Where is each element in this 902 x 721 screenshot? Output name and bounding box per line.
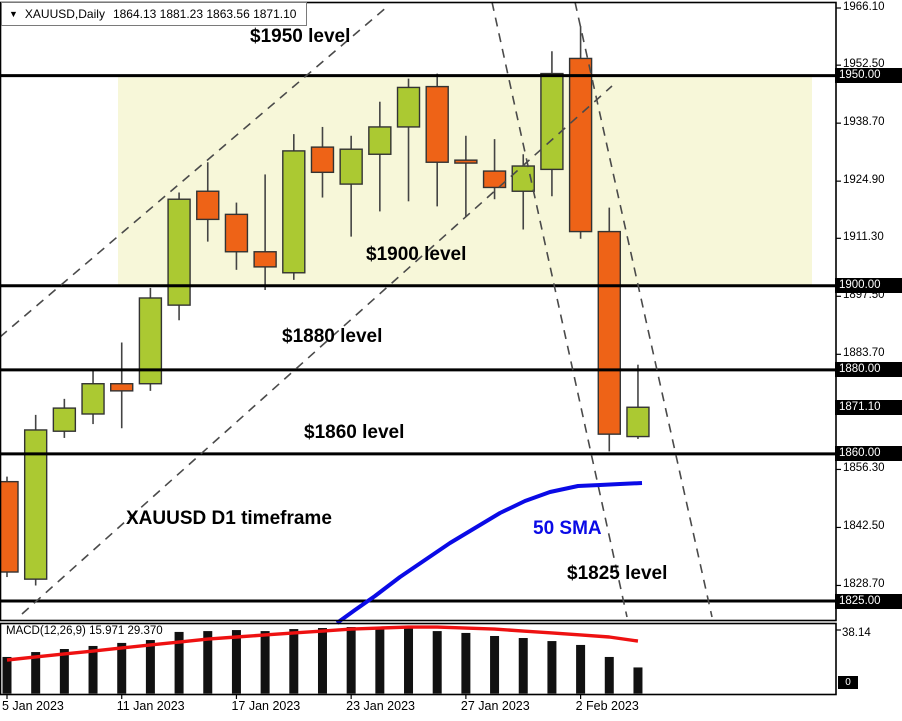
macd-histogram-bar: [317, 628, 327, 694]
price-tick-label: 1883.70: [843, 347, 885, 360]
candlestick-bull: [368, 126, 392, 155]
current-price-box: 1871.10: [835, 399, 902, 415]
annotation-label-timeframe: XAUUSD D1 timeframe: [126, 508, 332, 529]
ascending-channel-upper: [0, 5, 389, 338]
macd-indicator-label: MACD(12,26,9) 15.971 29.370: [6, 625, 163, 637]
macd-histogram-bar: [576, 644, 586, 694]
candlestick-bear: [0, 480, 19, 573]
annotation-label-1950: $1950 level: [250, 26, 351, 47]
date-label: 17 Jan 2023: [231, 699, 301, 713]
candlestick-bear: [110, 383, 134, 392]
macd-histogram-bar: [604, 656, 614, 694]
ohlc-values-label: 1864.13 1881.23 1863.56 1871.10: [112, 7, 297, 21]
macd-axis-current-box: 0: [838, 676, 858, 689]
annotation-label-50sma: 50 SMA: [533, 518, 602, 539]
candlestick-bull: [282, 150, 306, 274]
date-label: 27 Jan 2023: [460, 699, 530, 713]
macd-plot-border: [0, 622, 837, 696]
price-level-box-1950: 1950.00: [835, 68, 902, 84]
candlestick-bear: [597, 230, 621, 435]
macd-histogram-bar: [174, 631, 184, 694]
price-level-box-1900: 1900.00: [835, 278, 902, 294]
price-level-box-1880: 1880.00: [835, 362, 902, 378]
annotation-label-1825: $1825 level: [567, 563, 668, 584]
symbol-period-label: XAUUSD,Daily: [24, 7, 105, 21]
ascending-channel-lower: [21, 85, 613, 615]
date-label: 23 Jan 2023: [346, 699, 415, 713]
candlestick-bull: [167, 198, 191, 306]
candlestick-bear: [196, 190, 220, 221]
price-tick-label: 1966.10: [843, 1, 885, 13]
macd-histogram-bar: [31, 652, 41, 694]
price-tick-label: 1938.70: [843, 116, 885, 129]
annotation-label-1860: $1860 level: [304, 422, 405, 443]
candlestick-bull: [52, 407, 77, 432]
macd-histogram-bar: [2, 656, 12, 694]
price-tick-label: 1856.30: [843, 462, 885, 475]
macd-histogram-bar: [490, 635, 500, 694]
price-tick-label: 1828.70: [843, 578, 885, 591]
candlestick-bull: [339, 148, 363, 185]
price-tick-label: 1924.90: [843, 174, 885, 187]
price-tick-label: 1842.50: [843, 520, 885, 533]
annotation-label-1880: $1880 level: [282, 326, 383, 347]
candlestick-bear: [482, 170, 507, 189]
macd-histogram-bar: [260, 631, 270, 694]
macd-histogram-bar: [346, 627, 356, 694]
macd-histogram-bar: [145, 640, 155, 694]
macd-axis-max-label: 38.14: [842, 627, 871, 639]
descending-line-left: [491, 1, 628, 618]
candlestick-bear: [454, 159, 478, 164]
price-tick-label: 1911.30: [843, 231, 884, 244]
date-label: 5 Jan 2023: [2, 699, 64, 713]
candlestick-bear: [425, 85, 449, 163]
macd-histogram-bar: [633, 667, 643, 694]
candlestick-bull: [81, 383, 105, 415]
candlestick-bull: [23, 429, 48, 580]
macd-histogram-bar: [88, 645, 98, 694]
macd-histogram-bar: [203, 631, 213, 694]
macd-histogram-bar: [432, 631, 442, 694]
macd-histogram-bar: [518, 638, 528, 694]
candlestick-bear: [224, 213, 249, 253]
macd-histogram-bar: [461, 632, 471, 694]
price-level-box-1825: 1825.00: [835, 593, 902, 609]
macd-histogram-bar: [547, 641, 557, 694]
macd-histogram-bar: [404, 626, 414, 694]
macd-histogram-bar: [59, 649, 69, 694]
macd-histogram-bar: [375, 628, 385, 694]
date-label: 2 Feb 2023: [575, 699, 639, 713]
price-tick-label: 1952.50: [843, 58, 885, 71]
candlestick-bull: [138, 297, 163, 385]
candlestick-bull: [626, 406, 650, 438]
chart-title-bar: ▼ XAUUSD,Daily 1864.13 1881.23 1863.56 1…: [1, 2, 307, 26]
main-plot-border: [0, 1, 837, 622]
candlestick-bull: [396, 86, 421, 128]
candlestick-bear: [568, 57, 593, 233]
price-level-box-1860: 1860.00: [835, 446, 902, 462]
candlestick-bear: [253, 251, 277, 268]
macd-histogram-bar: [117, 642, 127, 694]
macd-histogram-bar: [289, 629, 299, 694]
candlestick-bear: [310, 146, 335, 174]
candlestick-bull: [540, 72, 564, 171]
sma-50-line: [335, 481, 643, 625]
symbol-dropdown-arrow-icon[interactable]: ▼: [9, 9, 18, 19]
date-label: 11 Jan 2023: [116, 699, 185, 713]
macd-signal-line: [6, 625, 639, 662]
annotation-label-1900: $1900 level: [366, 244, 467, 265]
macd-histogram-bar: [231, 630, 241, 694]
